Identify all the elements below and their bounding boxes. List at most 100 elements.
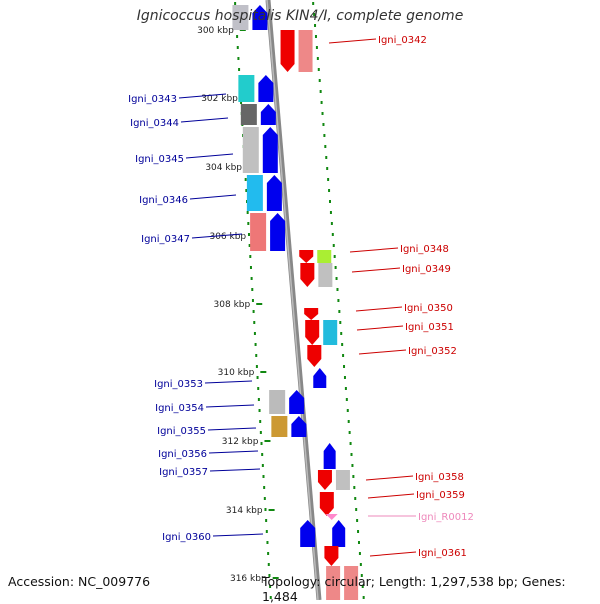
track-dot bbox=[356, 519, 359, 522]
track-dot bbox=[319, 90, 322, 93]
feature-color-box bbox=[326, 566, 341, 600]
track-dot bbox=[318, 79, 321, 82]
track-dot bbox=[351, 464, 354, 467]
forward-gene-arrow bbox=[262, 127, 278, 173]
track-dot bbox=[328, 189, 331, 192]
scale-tick-label: 310 kbp bbox=[218, 368, 255, 378]
track-dot bbox=[333, 255, 336, 258]
feature-color-box bbox=[269, 390, 286, 414]
feature-color-box bbox=[335, 470, 350, 490]
gene-label: Igni_0361 bbox=[418, 548, 467, 559]
reverse-gene-arrow bbox=[304, 308, 319, 320]
reverse-gene-arrow bbox=[299, 250, 314, 263]
track-dot bbox=[244, 178, 247, 181]
track-dot bbox=[342, 354, 345, 357]
forward-gene-arrow bbox=[266, 175, 282, 211]
track-dot bbox=[323, 134, 326, 137]
gene-label: Igni_0347 bbox=[141, 234, 190, 245]
track-dot bbox=[245, 189, 248, 192]
track-dot bbox=[354, 497, 357, 500]
track-dot bbox=[343, 376, 346, 379]
gene-label: Igni_0345 bbox=[135, 154, 184, 165]
track-dot bbox=[259, 431, 262, 434]
track-dot bbox=[357, 530, 360, 533]
track-dot bbox=[253, 332, 256, 335]
track-dot bbox=[337, 299, 340, 302]
gene-label: Igni_0350 bbox=[404, 303, 453, 314]
scale-tick bbox=[256, 303, 263, 305]
gene-tracks bbox=[232, 0, 365, 600]
gene-label: Igni_0360 bbox=[162, 532, 211, 543]
gene-label: Igni_0349 bbox=[402, 264, 451, 275]
track-dot bbox=[257, 387, 260, 390]
track-dot bbox=[348, 431, 351, 434]
feature-color-box bbox=[246, 175, 263, 211]
leader-line bbox=[209, 468, 261, 472]
track-dot bbox=[263, 486, 266, 489]
leader-line bbox=[369, 551, 417, 557]
leader-line bbox=[189, 194, 237, 200]
track-dot bbox=[240, 101, 243, 104]
track-dot bbox=[255, 365, 258, 368]
feature-color-box bbox=[232, 5, 249, 30]
track-dot bbox=[251, 288, 254, 291]
track-dot bbox=[247, 222, 250, 225]
reverse-gene-arrow bbox=[324, 546, 339, 566]
leader-line bbox=[178, 93, 227, 99]
scale-tick bbox=[268, 509, 275, 511]
scale-tick-label: 312 kbp bbox=[222, 437, 259, 447]
gene-label: Igni_0342 bbox=[378, 35, 427, 46]
track-dot bbox=[260, 442, 263, 445]
feature-color-box bbox=[250, 213, 267, 251]
track-dot bbox=[345, 398, 348, 401]
feature-color-box bbox=[323, 320, 338, 345]
track-dot bbox=[256, 376, 259, 379]
track-dot bbox=[352, 475, 355, 478]
feature-color-box bbox=[317, 250, 332, 263]
track-dot bbox=[329, 211, 332, 214]
feature-color-box bbox=[242, 127, 259, 173]
leader-line bbox=[207, 427, 257, 431]
track-dot bbox=[238, 68, 241, 71]
feature-color-box bbox=[271, 416, 288, 437]
track-dot bbox=[336, 288, 339, 291]
backbone-line bbox=[265, 0, 322, 600]
feature-color-box bbox=[318, 263, 333, 287]
track-dot bbox=[338, 310, 341, 313]
reverse-gene-arrow bbox=[317, 470, 332, 490]
track-dot bbox=[251, 299, 254, 302]
gene-label: Igni_0357 bbox=[159, 467, 208, 478]
feature-color-box bbox=[238, 75, 255, 102]
track-dot bbox=[353, 486, 356, 489]
track-dot bbox=[236, 35, 239, 38]
scale-tick-label: 306 kbp bbox=[209, 232, 246, 242]
scale-tick-label: 304 kbp bbox=[205, 163, 242, 173]
track-dot bbox=[315, 46, 318, 49]
gene-label: Igni_0352 bbox=[408, 346, 457, 357]
track-dot bbox=[313, 13, 316, 16]
forward-gene-arrow bbox=[291, 416, 307, 437]
leader-line bbox=[355, 306, 403, 312]
track-dot bbox=[258, 409, 261, 412]
track-dot bbox=[257, 398, 260, 401]
feature-color-box bbox=[240, 104, 257, 125]
reverse-gene-arrow bbox=[307, 345, 322, 367]
forward-gene-arrow bbox=[300, 520, 316, 547]
rna-gene-arrow bbox=[325, 514, 338, 520]
scale-tick-label: 314 kbp bbox=[226, 506, 263, 516]
track-dot bbox=[246, 211, 249, 214]
forward-gene-arrow bbox=[252, 5, 268, 30]
genome-title: Ignicoccus hospitalis KIN4/I, complete g… bbox=[136, 8, 464, 24]
forward-gene-arrow bbox=[258, 75, 274, 102]
forward-gene-arrow bbox=[323, 443, 336, 469]
track-dot bbox=[346, 409, 349, 412]
track-dot bbox=[255, 354, 258, 357]
reverse-gene-arrow bbox=[280, 30, 295, 72]
track-dot bbox=[269, 596, 272, 599]
track-dot bbox=[316, 57, 319, 60]
track-dot bbox=[320, 101, 323, 104]
track-dot bbox=[335, 277, 338, 280]
scale-tick bbox=[260, 371, 267, 373]
track-dot bbox=[268, 574, 271, 577]
